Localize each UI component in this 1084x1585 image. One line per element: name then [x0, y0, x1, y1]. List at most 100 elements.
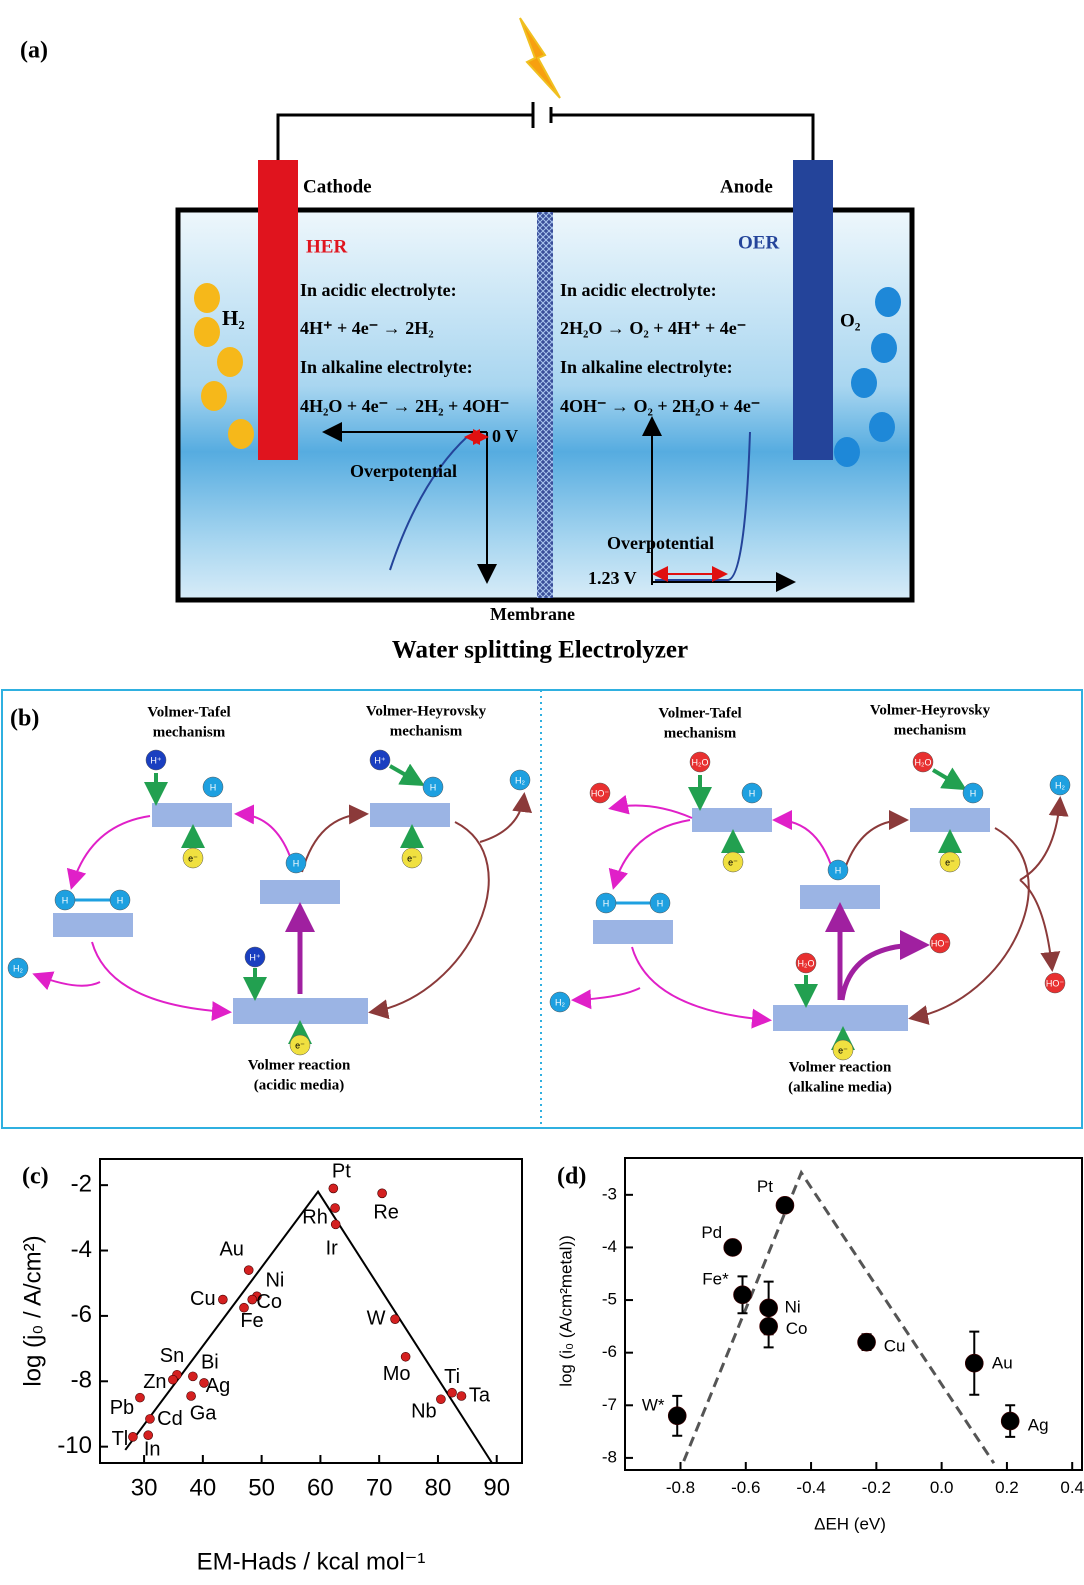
- point: [244, 1266, 253, 1275]
- label: 0 V: [492, 426, 518, 446]
- y-tick-label: -8: [71, 1367, 92, 1394]
- point: [128, 1432, 137, 1441]
- y-axis-label: log (j₀ / A/cm²): [19, 1235, 46, 1386]
- x-tick-label: 30: [131, 1475, 158, 1502]
- mechanism-title: Volmer-Tafel: [147, 704, 230, 720]
- species-label: H₂: [1055, 780, 1065, 790]
- point-label: Cu: [190, 1288, 216, 1310]
- point-label: Ga: [190, 1402, 218, 1424]
- point: [329, 1184, 338, 1193]
- species-label: e⁻: [838, 1045, 848, 1055]
- species-label: H₂O: [915, 757, 932, 767]
- panel-label: (b): [10, 706, 39, 732]
- y-tick-label: -6: [602, 1342, 617, 1361]
- point: [168, 1375, 177, 1384]
- point: [331, 1220, 340, 1229]
- x-tick-label: 0.0: [930, 1478, 954, 1497]
- label: In alkaline electrolyte:: [560, 357, 733, 377]
- point-label: Mo: [383, 1363, 411, 1385]
- label: 1.23 V: [588, 568, 637, 588]
- point: [248, 1295, 257, 1304]
- species-label: H: [210, 782, 217, 792]
- point-label: Cu: [884, 1337, 906, 1356]
- point-label: Re: [373, 1202, 399, 1224]
- x-tick-label: 0.4: [1060, 1478, 1084, 1497]
- point: [1001, 1412, 1019, 1430]
- label: In acidic electrolyte:: [300, 280, 457, 300]
- y-tick-label: -6: [71, 1301, 92, 1328]
- point: [145, 1414, 154, 1423]
- species-label: e⁻: [295, 1040, 305, 1050]
- mechanism-title: mechanism: [153, 724, 226, 740]
- species-label: H⁺: [374, 755, 385, 765]
- x-tick-label: 50: [248, 1475, 275, 1502]
- label: In acidic electrolyte:: [560, 280, 717, 300]
- electrolyzer: [178, 18, 912, 600]
- mechanism-title: Volmer-Heyrovsky: [366, 703, 487, 719]
- point: [448, 1388, 457, 1397]
- point: [734, 1286, 752, 1304]
- point: [188, 1372, 197, 1381]
- x-tick-label: 80: [425, 1475, 452, 1502]
- mechanism-title: Volmer reaction: [789, 1059, 892, 1075]
- species-label: HO⁻: [1046, 978, 1065, 988]
- point-label: Bi: [201, 1352, 219, 1374]
- mechanism-title: Volmer-Heyrovsky: [870, 702, 991, 718]
- species-label: H: [657, 898, 664, 908]
- y-tick-label: -4: [602, 1237, 617, 1256]
- label: Membrane: [490, 604, 575, 624]
- species-label: H: [749, 788, 756, 798]
- point: [457, 1391, 466, 1400]
- point-label: Pt: [757, 1177, 773, 1196]
- point-label: In: [144, 1438, 161, 1460]
- x-tick-label: 70: [366, 1475, 393, 1502]
- label: Anode: [720, 176, 773, 197]
- species-label: HO⁻: [591, 788, 610, 798]
- point: [965, 1354, 983, 1372]
- species-label: H: [117, 895, 124, 905]
- label: Cathode: [303, 176, 372, 197]
- point-label: Ni: [785, 1297, 801, 1316]
- point-label: Sn: [160, 1345, 184, 1367]
- species-label: H: [603, 898, 610, 908]
- point-label: Ta: [469, 1384, 491, 1406]
- species-label: H₂: [555, 997, 565, 1007]
- point: [724, 1238, 742, 1256]
- y-tick-label: -10: [57, 1432, 92, 1459]
- x-axis-label: ΔEH (eV): [814, 1514, 886, 1533]
- point: [401, 1352, 410, 1361]
- point: [776, 1196, 794, 1214]
- label: H₂: [222, 306, 245, 330]
- point-label: Fe: [240, 1310, 263, 1332]
- point: [378, 1189, 387, 1198]
- species-label: e⁻: [188, 853, 198, 863]
- species-label: H: [430, 782, 437, 792]
- species-label: H₂: [13, 963, 23, 973]
- label: O₂: [840, 310, 861, 331]
- x-axis-label: EM-Hads / kcal mol⁻¹: [197, 1548, 426, 1575]
- point-label: Ir: [326, 1238, 339, 1260]
- species-label: e⁻: [728, 857, 738, 867]
- point-label: Rh: [302, 1206, 328, 1228]
- point: [858, 1333, 876, 1351]
- point: [331, 1204, 340, 1213]
- point: [668, 1407, 686, 1425]
- x-tick-label: -0.2: [862, 1478, 891, 1497]
- x-tick-label: -0.8: [666, 1478, 695, 1497]
- mechanism-title: (alkaline media): [788, 1079, 892, 1095]
- label: HER: [306, 236, 347, 257]
- point-label: Au: [992, 1354, 1013, 1373]
- y-tick-label: -2: [71, 1170, 92, 1197]
- label: Overpotential: [350, 461, 457, 481]
- x-tick-label: 40: [190, 1475, 217, 1502]
- point: [135, 1393, 144, 1402]
- point-label: Pt: [332, 1161, 351, 1183]
- species-label: e⁻: [945, 857, 955, 867]
- point: [436, 1395, 445, 1404]
- species-label: H⁺: [249, 952, 260, 962]
- species-label: H₂O: [692, 757, 709, 767]
- figure: (a)CathodeAnodeHEROERH₂O₂In acidic elect…: [0, 0, 1084, 1585]
- x-tick-label: 60: [307, 1475, 334, 1502]
- mechanism-title: Volmer reaction: [248, 1057, 351, 1073]
- label: 2H₂O → O₂ + 4H⁺ + 4e⁻: [560, 318, 746, 338]
